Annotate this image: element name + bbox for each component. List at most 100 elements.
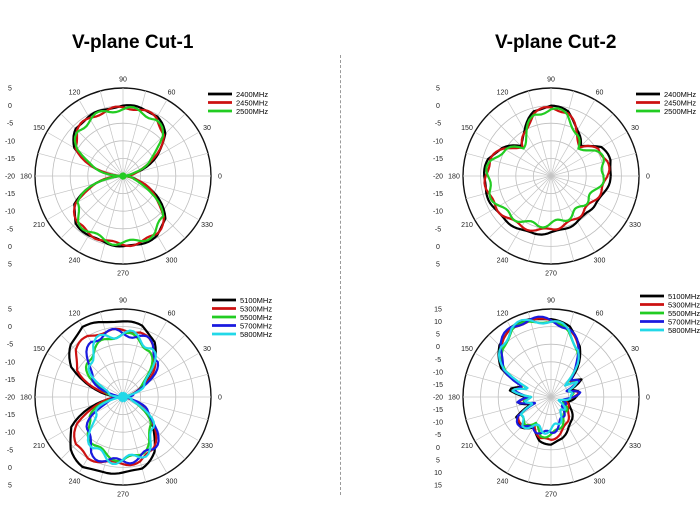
grid-spoke <box>122 99 168 177</box>
grid-spoke <box>527 90 552 177</box>
radial-tick-label: -5 <box>435 226 441 233</box>
angle-label: 150 <box>461 125 473 132</box>
angle-label: 30 <box>203 346 211 353</box>
grid-spoke <box>474 131 552 177</box>
angle-label: 180 <box>448 395 460 402</box>
grid-spoke <box>550 152 637 177</box>
radial-tick-label: 5 <box>8 307 12 314</box>
grid-spoke <box>122 320 168 398</box>
radial-tick-label: -10 <box>5 430 15 437</box>
grid-spoke <box>488 396 552 460</box>
grid-spoke <box>46 396 124 442</box>
grid-spoke <box>550 175 575 262</box>
angle-label: 90 <box>119 298 127 305</box>
grid-spoke <box>37 175 124 200</box>
series-curve-5800MHz-lobe1 <box>87 329 157 403</box>
radial-tick-label: 0 <box>436 103 440 110</box>
grid-spoke <box>60 113 124 177</box>
grid-spoke <box>527 311 552 398</box>
angle-label: 240 <box>497 479 509 486</box>
radial-tick-label: -20 <box>5 395 15 402</box>
grid-spoke <box>506 99 552 177</box>
angle-label: 330 <box>629 443 641 450</box>
grid-spoke <box>122 175 147 262</box>
radial-tick-label: -5 <box>7 342 13 349</box>
angle-label: 180 <box>20 174 32 181</box>
radial-tick-label: -15 <box>433 156 443 163</box>
grid-spoke <box>506 396 552 474</box>
angle-label: 270 <box>117 271 129 278</box>
legend-label-2500MHz: 2500MHz <box>236 107 268 116</box>
grid-spoke <box>550 396 575 483</box>
angle-label: 330 <box>629 222 641 229</box>
grid-spoke <box>122 396 168 474</box>
grid-spoke <box>550 131 628 177</box>
grid-spoke <box>474 175 552 221</box>
divider <box>340 55 341 495</box>
grid-spoke <box>465 175 552 200</box>
radial-tick-label: 0 <box>8 324 12 331</box>
series-curve-2500MHz-lobe1 <box>73 105 164 180</box>
grid-spoke <box>550 99 596 177</box>
grid-spoke <box>506 320 552 398</box>
radial-tick-label: 0 <box>8 244 12 251</box>
grid-spoke <box>78 320 124 398</box>
angle-label: 60 <box>596 311 604 318</box>
radial-tick-label: 5 <box>8 262 12 269</box>
radial-tick-label: 0 <box>8 465 12 472</box>
angle-label: 240 <box>497 258 509 265</box>
radial-tick-label: -15 <box>433 382 443 389</box>
grid-spoke <box>122 131 200 177</box>
radial-tick-label: 0 <box>436 344 440 351</box>
angle-label: 180 <box>448 174 460 181</box>
grid-spoke <box>78 99 124 177</box>
radial-tick-label: -15 <box>433 407 443 414</box>
radial-tick-label: 5 <box>436 262 440 269</box>
radial-tick-label: 5 <box>8 483 12 490</box>
radial-tick-label: -10 <box>433 369 443 376</box>
grid-spoke <box>550 90 575 177</box>
grid-spoke <box>550 175 637 200</box>
angle-label: 300 <box>166 258 178 265</box>
grid-spoke <box>46 131 124 177</box>
radial-tick-label: 15 <box>434 307 442 314</box>
legend-label-5800MHz: 5800MHz <box>668 326 700 335</box>
legend-label-5100MHz: 5100MHz <box>240 296 272 305</box>
grid-spoke <box>550 334 614 398</box>
angle-label: 240 <box>69 479 81 486</box>
grid-spoke <box>122 90 147 177</box>
radial-tick-label: 10 <box>434 319 442 326</box>
legend-label-5500MHz: 5500MHz <box>668 309 700 318</box>
radial-tick-label: -5 <box>435 432 441 439</box>
angle-label: 90 <box>547 77 555 84</box>
polar-chart-3: 0 30 60 90 120 150 180 210 240 270 300 330 5 0 -5 -10 -1… <box>5 296 272 499</box>
legend-label-5800MHz: 5800MHz <box>240 330 272 339</box>
angle-label: 330 <box>201 222 213 229</box>
legend-label-2500MHz: 2500MHz <box>664 107 696 116</box>
grid-spoke <box>550 352 628 398</box>
radial-tick-label: -15 <box>5 412 15 419</box>
angle-label: 0 <box>646 395 650 402</box>
grid-spoke <box>37 152 124 177</box>
grid-spoke <box>122 396 200 442</box>
grid-spoke <box>465 396 552 421</box>
legend-label-5100MHz: 5100MHz <box>668 292 700 301</box>
angle-label: 0 <box>218 174 222 181</box>
legend-label-5700MHz: 5700MHz <box>668 317 700 326</box>
angle-label: 0 <box>218 395 222 402</box>
radial-tick-label: -5 <box>435 121 441 128</box>
series-curve-2500MHz-lobe2 <box>76 172 165 246</box>
grid-spoke <box>122 175 200 221</box>
radial-tick-label: -5 <box>7 121 13 128</box>
grid-spoke <box>78 396 124 474</box>
angle-label: 120 <box>69 311 81 318</box>
grid-spoke <box>78 175 124 253</box>
legend-label-2400MHz: 2400MHz <box>664 90 696 99</box>
grid-spoke <box>46 175 124 221</box>
radial-tick-label: -15 <box>5 156 15 163</box>
grid-spoke <box>99 311 124 398</box>
radial-tick-label: 5 <box>436 332 440 339</box>
legend-label-2400MHz: 2400MHz <box>236 90 268 99</box>
angle-label: 270 <box>545 492 557 499</box>
grid-spoke <box>465 152 552 177</box>
